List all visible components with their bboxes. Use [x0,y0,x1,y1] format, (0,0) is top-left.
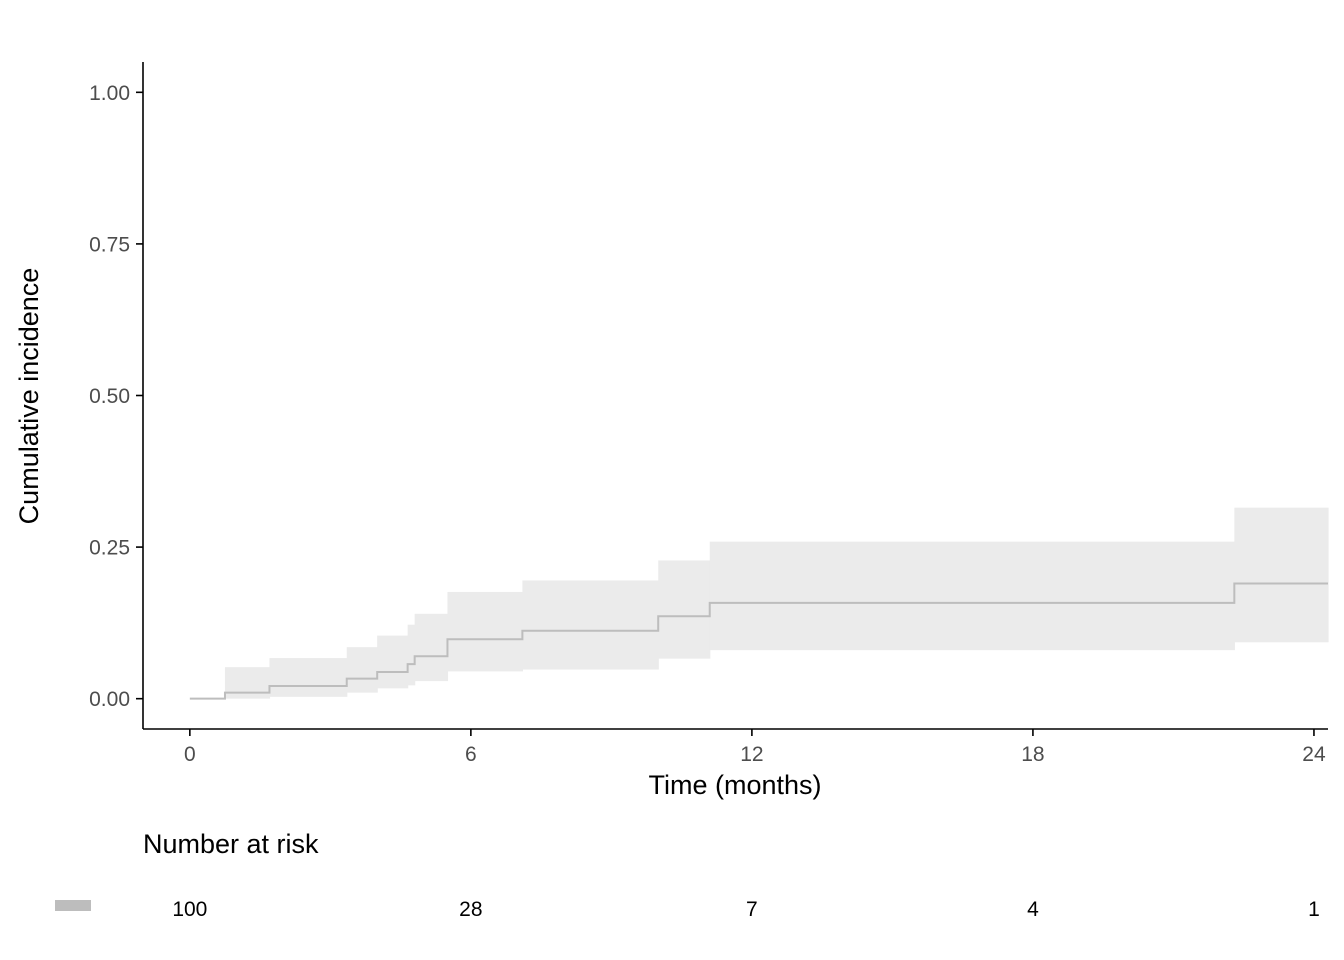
confidence-band-segment [269,658,348,697]
x-tick-label: 18 [1021,743,1044,766]
y-axis-title: Cumulative incidence [14,268,44,525]
risk-table-value: 28 [459,898,482,921]
confidence-band-segment [522,580,659,670]
risk-table-title: Number at risk [143,829,319,859]
x-tick-label: 6 [465,743,477,766]
x-ticks: 0 6 12 18 24 [184,729,1326,766]
risk-table-value: 7 [746,898,758,921]
x-tick-label: 24 [1302,743,1326,766]
confidence-band-segment [414,613,449,682]
incidence-line-layer [189,582,1328,700]
risk-table-value: 1 [1308,898,1320,921]
y-tick-label: 0.50 [89,385,130,408]
confidence-band-segment [407,624,416,686]
risk-table-legend-swatch [55,900,91,911]
confidence-band-segment [346,647,378,693]
confidence-band-segment [447,591,523,672]
x-tick-label: 12 [740,743,763,766]
confidence-band-segment [709,541,1235,651]
confidence-band-segment [377,635,409,689]
y-tick-label: 0.00 [89,688,130,711]
confidence-band-segment [1234,507,1329,643]
y-ticks: 0.00 0.25 0.50 0.75 1.00 [89,82,143,711]
risk-table-value: 100 [172,898,207,921]
confidence-band-segment [224,667,271,699]
x-tick-label: 0 [184,743,196,766]
incidence-step-line [189,582,1328,700]
y-tick-label: 0.25 [89,537,130,560]
y-tick-label: 1.00 [89,82,130,105]
confidence-band-layer [224,507,1329,699]
risk-table-value: 4 [1027,898,1039,921]
x-axis-title: Time (months) [648,770,821,800]
confidence-band-segment [658,560,711,659]
risk-table-values: 100 28 7 4 1 [172,898,1319,921]
y-tick-label: 0.75 [89,233,130,256]
